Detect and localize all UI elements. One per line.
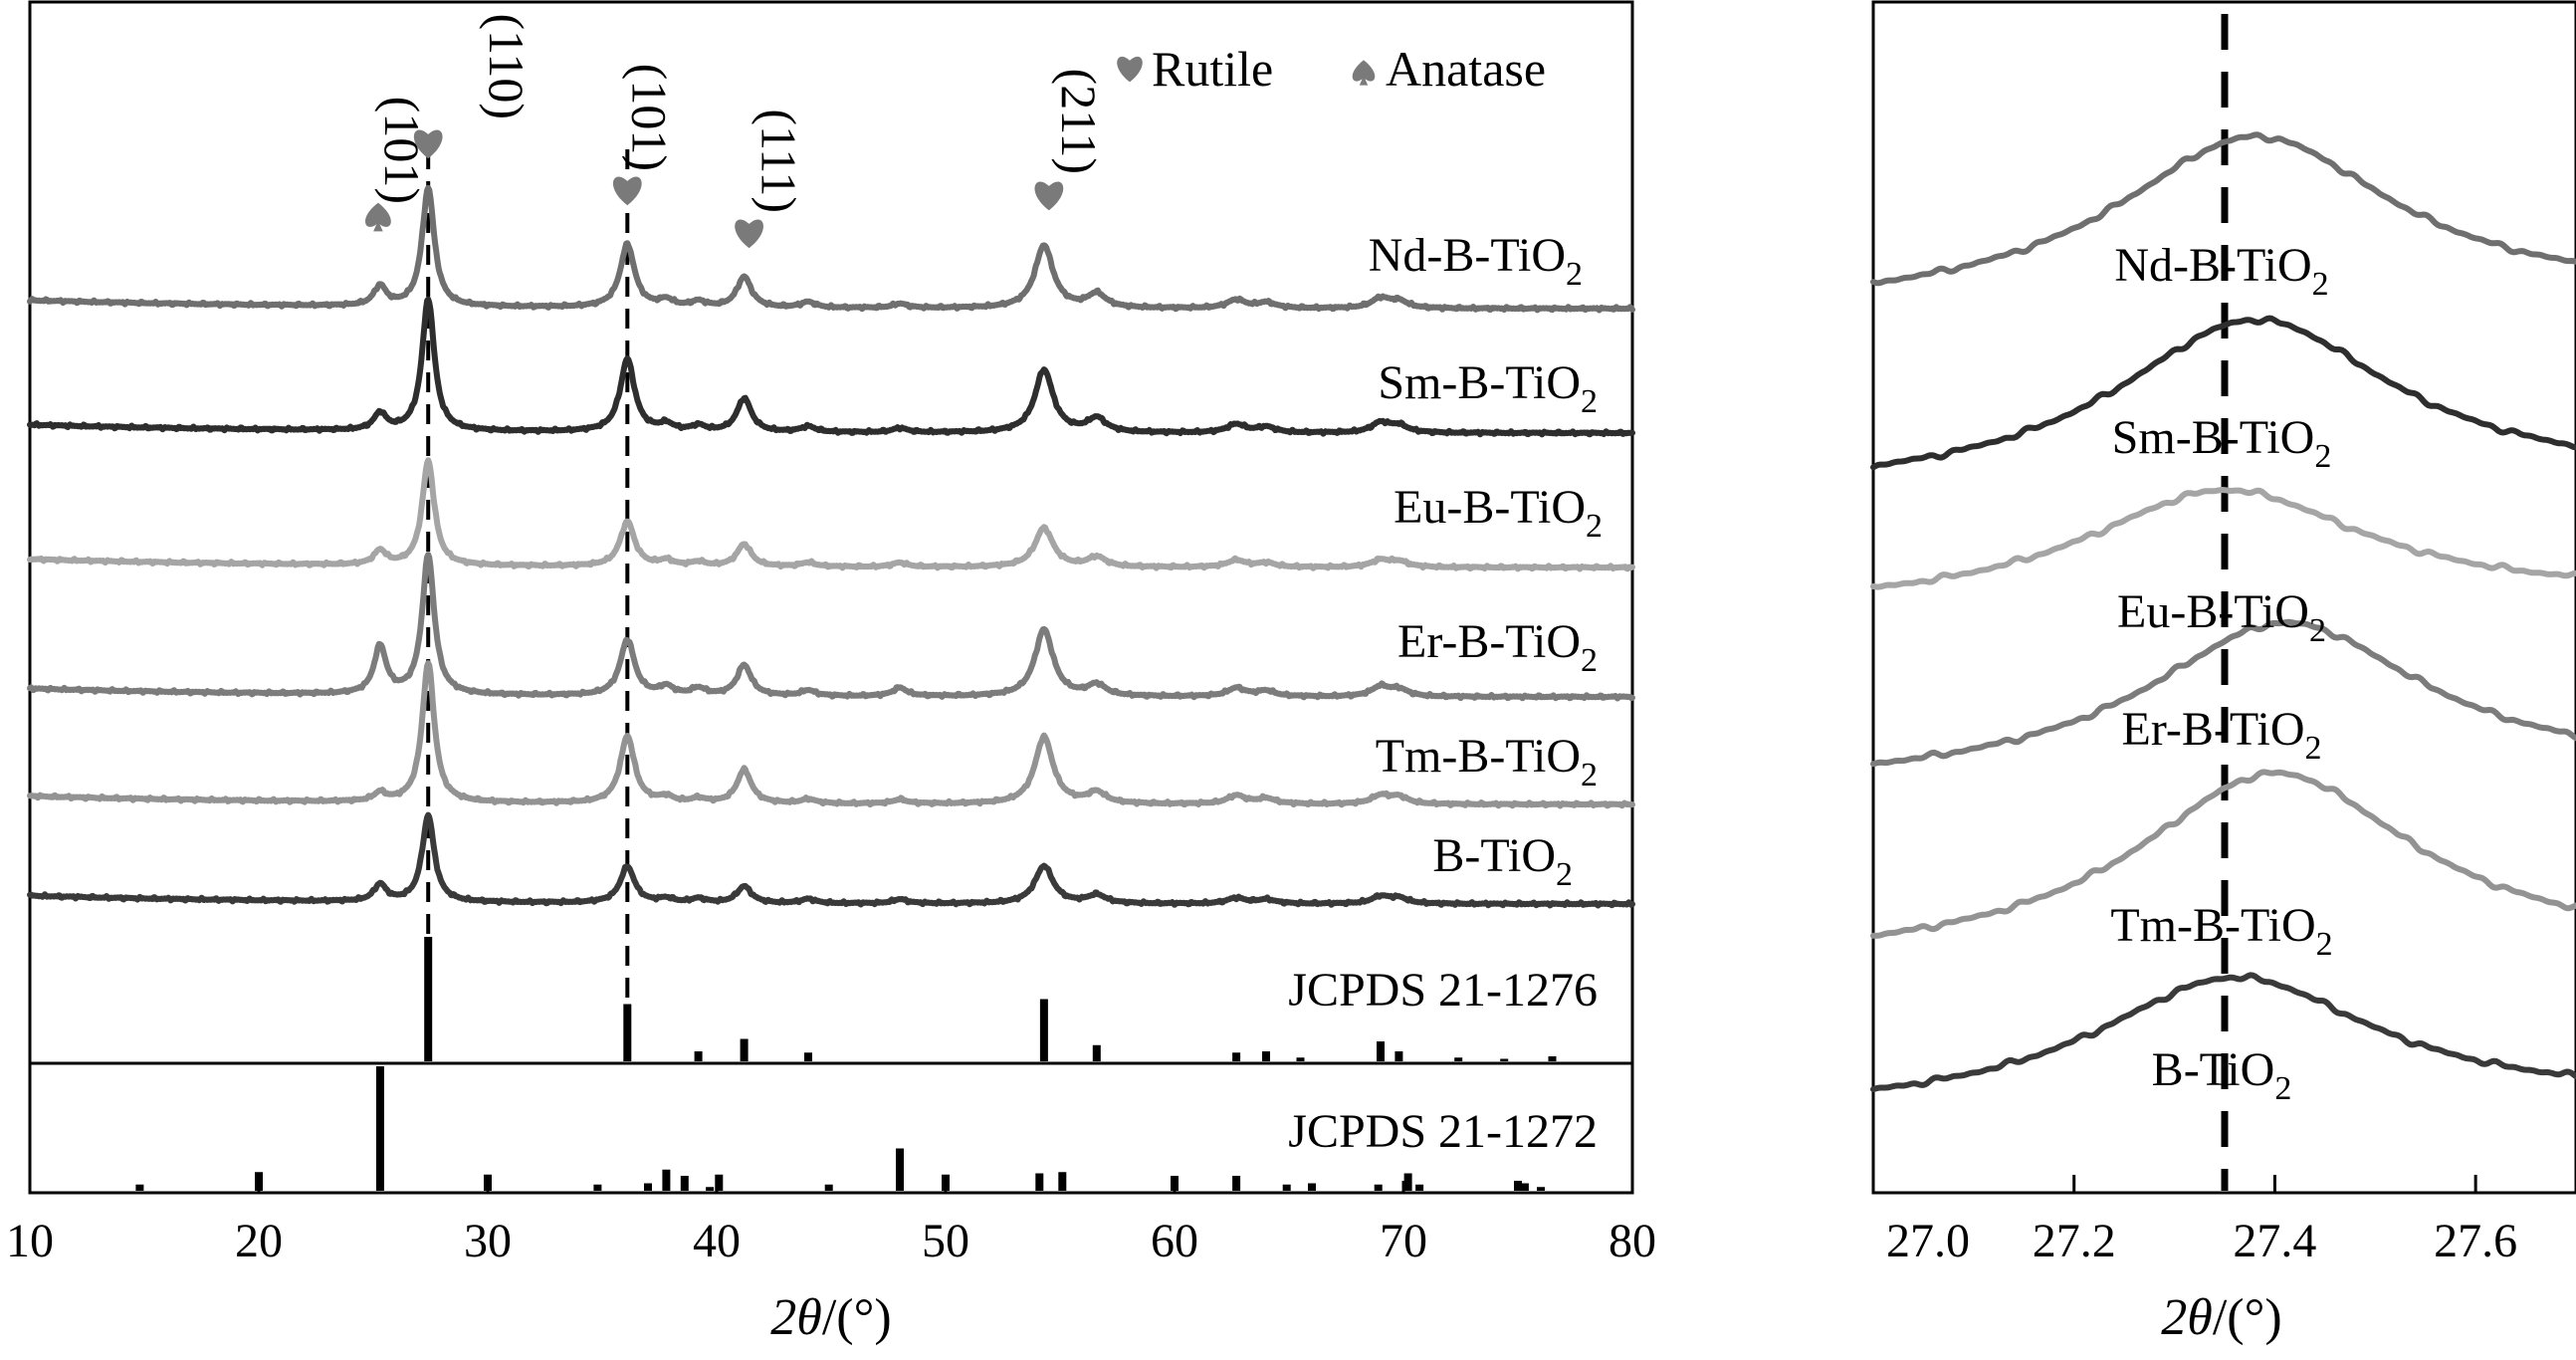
heart-marker-icon xyxy=(413,129,443,159)
heart-marker-icon xyxy=(1034,181,1064,211)
peak-label-3: (111) xyxy=(751,109,807,213)
heart-marker-icon xyxy=(735,219,763,249)
right-series-eu-b-tio2 xyxy=(1870,487,2576,590)
right-series-tm-b-tio2 xyxy=(1870,769,2576,939)
left-x-tick-label-2: 30 xyxy=(464,1215,512,1267)
right-series-nd-b-tio2 xyxy=(1870,131,2576,287)
left-x-tick-label-6: 70 xyxy=(1380,1215,1427,1267)
left-series-label-2: Eu-B-TiO2 xyxy=(1394,481,1603,545)
left-series-label-0: Nd-B-TiO2 xyxy=(1369,229,1583,293)
right-series-sm-b-tio2 xyxy=(1870,315,2576,471)
peak-label-2: (101) xyxy=(621,64,677,171)
right-series-label-3: Er-B-TiO2 xyxy=(2122,703,2322,767)
left-series-tm-b-tio2 xyxy=(27,660,1635,809)
left-series-label-1: Sm-B-TiO2 xyxy=(1378,356,1598,420)
legend-label-rutile: Rutile xyxy=(1152,41,1273,97)
right-series-label-0: Nd-B-TiO2 xyxy=(2114,239,2328,303)
left-series-label-4: Tm-B-TiO2 xyxy=(1376,730,1598,793)
right-series-label-1: Sm-B-TiO2 xyxy=(2112,411,2332,475)
left-series-sm-b-tio2 xyxy=(27,296,1635,438)
peak-label-1: (110) xyxy=(479,14,535,119)
right-series-er-b-tio2 xyxy=(1870,618,2576,768)
right-series-label-2: Eu-B-TiO2 xyxy=(2117,585,2326,649)
left-x-tick-label-1: 20 xyxy=(235,1215,283,1267)
left-x-tick-label-0: 10 xyxy=(6,1215,54,1267)
spade-legend-icon xyxy=(1352,60,1376,86)
heart-marker-icon xyxy=(612,176,642,206)
right-series-b-tio2 xyxy=(1870,972,2576,1093)
left-series-eu-b-tio2 xyxy=(27,457,1635,572)
right-series-label-5: B-TiO2 xyxy=(2152,1043,2292,1107)
reference-pattern-label-1: JCPDS 21-1272 xyxy=(1288,1105,1598,1158)
spade-marker-icon xyxy=(364,202,391,232)
left-series-er-b-tio2 xyxy=(27,552,1635,702)
peak-label-4: (211) xyxy=(1051,69,1107,174)
right-x-tick-label-0: 27.0 xyxy=(1886,1215,1970,1267)
left-x-axis-label: 2θ/(°) xyxy=(770,1289,891,1346)
heart-legend-icon xyxy=(1117,56,1143,83)
right-frame xyxy=(1871,0,2576,1195)
left-series-label-3: Er-B-TiO2 xyxy=(1397,615,1598,679)
left-series-label-5: B-TiO2 xyxy=(1432,829,1573,893)
legend-label-anatase: Anatase xyxy=(1386,41,1546,97)
left-series-nd-b-tio2 xyxy=(27,184,1635,314)
right-series-label-4: Tm-B-TiO2 xyxy=(2110,899,2332,963)
right-x-tick-label-3: 27.6 xyxy=(2434,1215,2517,1267)
right-x-tick-label-1: 27.2 xyxy=(2033,1215,2116,1267)
right-x-tick-label-2: 27.4 xyxy=(2233,1215,2316,1267)
xrd-full-pattern-panel: JCPDS 21-1276 JCPDS 21-1272 Nd-B-TiO2 Sm-B… xyxy=(6,0,1656,1346)
left-x-tick-label-3: 40 xyxy=(693,1215,741,1267)
left-series-b-tio2 xyxy=(27,811,1635,909)
left-x-tick-label-5: 60 xyxy=(1151,1215,1198,1267)
left-lower-frame xyxy=(28,1061,1634,1195)
left-x-tick-label-4: 50 xyxy=(922,1215,969,1267)
xrd-zoom-panel: Nd-B-TiO2 Sm-B-TiO2 Eu-B-TiO2 Er-B-TiO2 Tm-B… xyxy=(1870,0,2576,1346)
right-x-axis-label: 2θ/(°) xyxy=(2161,1289,2281,1346)
reference-pattern-label-0: JCPDS 21-1276 xyxy=(1288,964,1598,1017)
left-x-tick-label-7: 80 xyxy=(1609,1215,1656,1267)
